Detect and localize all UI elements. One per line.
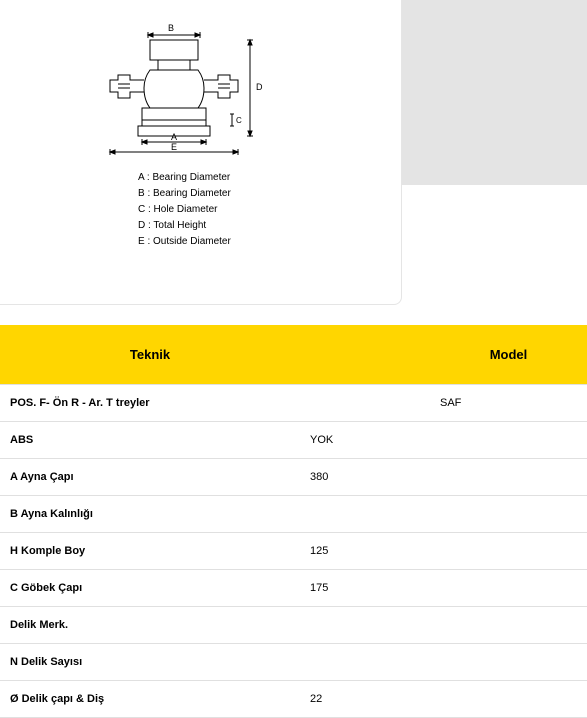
table-row: N Delik Sayısı: [0, 644, 587, 681]
spec-label: N Delik Sayısı: [0, 644, 300, 681]
diagram-label-B: B: [168, 23, 174, 33]
spec-value: [300, 496, 430, 533]
spec-value: [300, 385, 430, 422]
spec-value: 22: [300, 681, 430, 718]
spec-label: Delik Merk.: [0, 607, 300, 644]
spec-label: C Göbek Çapı: [0, 570, 300, 607]
spec-model: [430, 644, 587, 681]
spec-label: POS. F- Ön R - Ar. T treyler: [0, 385, 300, 422]
diagram-label-D: D: [256, 82, 263, 92]
side-gray-panel: [402, 0, 587, 185]
table-row: Delik Merk.: [0, 607, 587, 644]
spec-label: B Ayna Kalınlığı: [0, 496, 300, 533]
spec-model: [430, 459, 587, 496]
diagram-label-C: C: [236, 116, 242, 125]
header-teknik: Teknik: [0, 325, 300, 385]
spec-label: A Ayna Çapı: [0, 459, 300, 496]
table-row: Ø Delik çapı & Diş22: [0, 681, 587, 718]
table-row: POS. F- Ön R - Ar. T treyler SAF: [0, 385, 587, 422]
spec-model: SAF: [430, 385, 587, 422]
table-row: ABSYOK: [0, 422, 587, 459]
legend-item: E : Outside Diameter: [138, 234, 401, 250]
spec-model: [430, 681, 587, 718]
table-row: H Komple Boy125: [0, 533, 587, 570]
header-value: [300, 325, 430, 385]
legend-item: D : Total Height: [138, 218, 401, 234]
table-row: C Göbek Çapı175: [0, 570, 587, 607]
legend-item: C : Hole Diameter: [138, 202, 401, 218]
diagram-label-E: E: [171, 142, 177, 152]
spec-model: [430, 570, 587, 607]
diagram-legend: A : Bearing Diameter B : Bearing Diamete…: [100, 170, 401, 250]
spec-label: ABS: [0, 422, 300, 459]
spec-value: 125: [300, 533, 430, 570]
spec-value: 380: [300, 459, 430, 496]
spec-label: H Komple Boy: [0, 533, 300, 570]
table-row: A Ayna Çapı380: [0, 459, 587, 496]
technical-diagram: B: [100, 20, 270, 155]
spec-value: YOK: [300, 422, 430, 459]
spec-label: Ø Delik çapı & Diş: [0, 681, 300, 718]
spec-model: [430, 422, 587, 459]
spec-value: 175: [300, 570, 430, 607]
spec-value: [300, 644, 430, 681]
diagram-label-A: A: [171, 132, 177, 142]
diagram-card: B: [0, 0, 402, 305]
specs-table: Teknik Model POS. F- Ön R - Ar. T treyle…: [0, 325, 587, 718]
header-model: Model: [430, 325, 587, 385]
legend-item: A : Bearing Diameter: [138, 170, 401, 186]
legend-item: B : Bearing Diameter: [138, 186, 401, 202]
spec-model: [430, 496, 587, 533]
spec-model: [430, 533, 587, 570]
table-row: B Ayna Kalınlığı: [0, 496, 587, 533]
spec-model: [430, 607, 587, 644]
spec-value: [300, 607, 430, 644]
